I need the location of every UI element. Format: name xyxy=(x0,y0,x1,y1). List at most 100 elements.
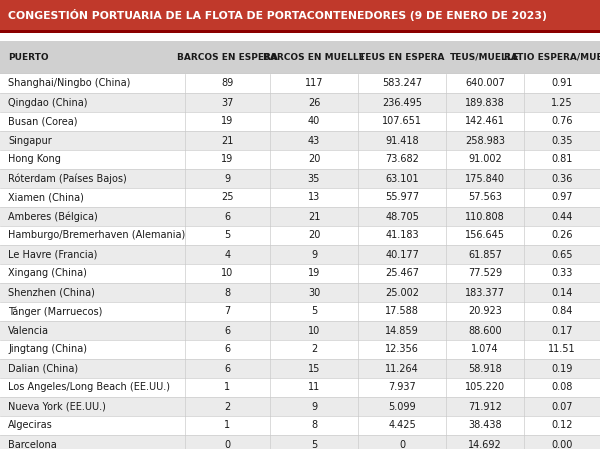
Text: 142.461: 142.461 xyxy=(465,116,505,127)
Text: 58.918: 58.918 xyxy=(468,364,502,374)
Text: 57.563: 57.563 xyxy=(468,193,502,202)
Text: 10: 10 xyxy=(308,326,320,335)
Bar xyxy=(0,73,600,74)
Text: Shenzhen (China): Shenzhen (China) xyxy=(8,287,95,298)
Bar xyxy=(0,435,600,449)
Text: CONGESTIÓN PORTUARIA DE LA FLOTA DE PORTACONTENEDORES (9 DE ENERO DE 2023): CONGESTIÓN PORTUARIA DE LA FLOTA DE PORT… xyxy=(8,9,547,21)
Text: 183.377: 183.377 xyxy=(465,287,505,298)
Bar xyxy=(0,112,600,131)
Text: PUERTO: PUERTO xyxy=(8,53,49,62)
Text: 0.08: 0.08 xyxy=(551,383,572,392)
Text: 8: 8 xyxy=(311,421,317,431)
Text: Le Havre (Francia): Le Havre (Francia) xyxy=(8,250,97,260)
Text: 71.912: 71.912 xyxy=(468,401,502,411)
Text: 0.07: 0.07 xyxy=(551,401,573,411)
Text: 17.588: 17.588 xyxy=(385,307,419,317)
Text: 6: 6 xyxy=(224,326,230,335)
Text: 0.33: 0.33 xyxy=(551,269,572,278)
Bar xyxy=(0,207,600,226)
Text: 91.002: 91.002 xyxy=(468,154,502,164)
Text: 43: 43 xyxy=(308,136,320,145)
Text: 0.44: 0.44 xyxy=(551,211,572,221)
Text: Jingtang (China): Jingtang (China) xyxy=(8,344,87,355)
Bar xyxy=(0,245,600,264)
Text: Xiamen (China): Xiamen (China) xyxy=(8,193,84,202)
Text: 20.923: 20.923 xyxy=(468,307,502,317)
Text: 14.692: 14.692 xyxy=(468,440,502,449)
Text: BARCOS EN MUELLE: BARCOS EN MUELLE xyxy=(263,53,365,62)
Text: 0.00: 0.00 xyxy=(551,440,572,449)
Text: Dalian (China): Dalian (China) xyxy=(8,364,78,374)
Text: Los Angeles/Long Beach (EE.UU.): Los Angeles/Long Beach (EE.UU.) xyxy=(8,383,170,392)
Text: 9: 9 xyxy=(224,173,230,184)
Text: 19: 19 xyxy=(308,269,320,278)
Text: 0.19: 0.19 xyxy=(551,364,572,374)
Text: 0.76: 0.76 xyxy=(551,116,573,127)
Bar xyxy=(0,226,600,245)
Text: 0: 0 xyxy=(399,440,405,449)
Text: 1.074: 1.074 xyxy=(471,344,499,355)
Text: 0.97: 0.97 xyxy=(551,193,573,202)
Text: 73.682: 73.682 xyxy=(385,154,419,164)
Text: 21: 21 xyxy=(221,136,233,145)
Text: 48.705: 48.705 xyxy=(385,211,419,221)
Text: 12.356: 12.356 xyxy=(385,344,419,355)
Text: Xingang (China): Xingang (China) xyxy=(8,269,87,278)
Text: 25: 25 xyxy=(221,193,234,202)
Text: 20: 20 xyxy=(308,154,320,164)
Text: 19: 19 xyxy=(221,116,233,127)
Text: 4.425: 4.425 xyxy=(388,421,416,431)
Text: 0.14: 0.14 xyxy=(551,287,572,298)
Text: 0.81: 0.81 xyxy=(551,154,572,164)
Text: Qingdao (China): Qingdao (China) xyxy=(8,97,88,107)
Text: 5.099: 5.099 xyxy=(388,401,416,411)
Text: 26: 26 xyxy=(308,97,320,107)
Bar xyxy=(0,188,600,207)
Text: 40: 40 xyxy=(308,116,320,127)
Text: Hong Kong: Hong Kong xyxy=(8,154,61,164)
Text: 11: 11 xyxy=(308,383,320,392)
Text: 189.838: 189.838 xyxy=(465,97,505,107)
Text: 13: 13 xyxy=(308,193,320,202)
Text: 0.17: 0.17 xyxy=(551,326,573,335)
Text: TEUS/MUELLE: TEUS/MUELLE xyxy=(450,53,520,62)
Text: 9: 9 xyxy=(311,250,317,260)
Bar xyxy=(0,150,600,169)
Bar xyxy=(0,378,600,397)
Text: RATIO ESPERA/MUELLE: RATIO ESPERA/MUELLE xyxy=(504,53,600,62)
Text: 0.26: 0.26 xyxy=(551,230,573,241)
Text: 55.977: 55.977 xyxy=(385,193,419,202)
Text: 1.25: 1.25 xyxy=(551,97,573,107)
Text: 105.220: 105.220 xyxy=(465,383,505,392)
Text: 1: 1 xyxy=(224,421,230,431)
Bar xyxy=(0,359,600,378)
Text: 14.859: 14.859 xyxy=(385,326,419,335)
Bar xyxy=(0,30,600,33)
Bar xyxy=(0,264,600,283)
Bar xyxy=(0,93,600,112)
Text: 0.35: 0.35 xyxy=(551,136,573,145)
Bar xyxy=(0,416,600,435)
Text: Róterdam (Países Bajos): Róterdam (Países Bajos) xyxy=(8,173,127,184)
Text: 7: 7 xyxy=(224,307,230,317)
Text: BARCOS EN ESPERA: BARCOS EN ESPERA xyxy=(177,53,278,62)
Text: 38.438: 38.438 xyxy=(468,421,502,431)
Bar xyxy=(0,41,600,73)
Text: Algeciras: Algeciras xyxy=(8,421,53,431)
Text: 11.264: 11.264 xyxy=(385,364,419,374)
Text: 2: 2 xyxy=(224,401,230,411)
Text: 37: 37 xyxy=(221,97,233,107)
Text: 5: 5 xyxy=(311,440,317,449)
Text: 40.177: 40.177 xyxy=(385,250,419,260)
Bar xyxy=(0,0,600,30)
Text: 583.247: 583.247 xyxy=(382,79,422,88)
Bar xyxy=(0,131,600,150)
Text: 0.12: 0.12 xyxy=(551,421,573,431)
Text: Valencia: Valencia xyxy=(8,326,49,335)
Text: 175.840: 175.840 xyxy=(465,173,505,184)
Text: 25.467: 25.467 xyxy=(385,269,419,278)
Bar xyxy=(0,74,600,93)
Text: 30: 30 xyxy=(308,287,320,298)
Text: 2: 2 xyxy=(311,344,317,355)
Text: 110.808: 110.808 xyxy=(465,211,505,221)
